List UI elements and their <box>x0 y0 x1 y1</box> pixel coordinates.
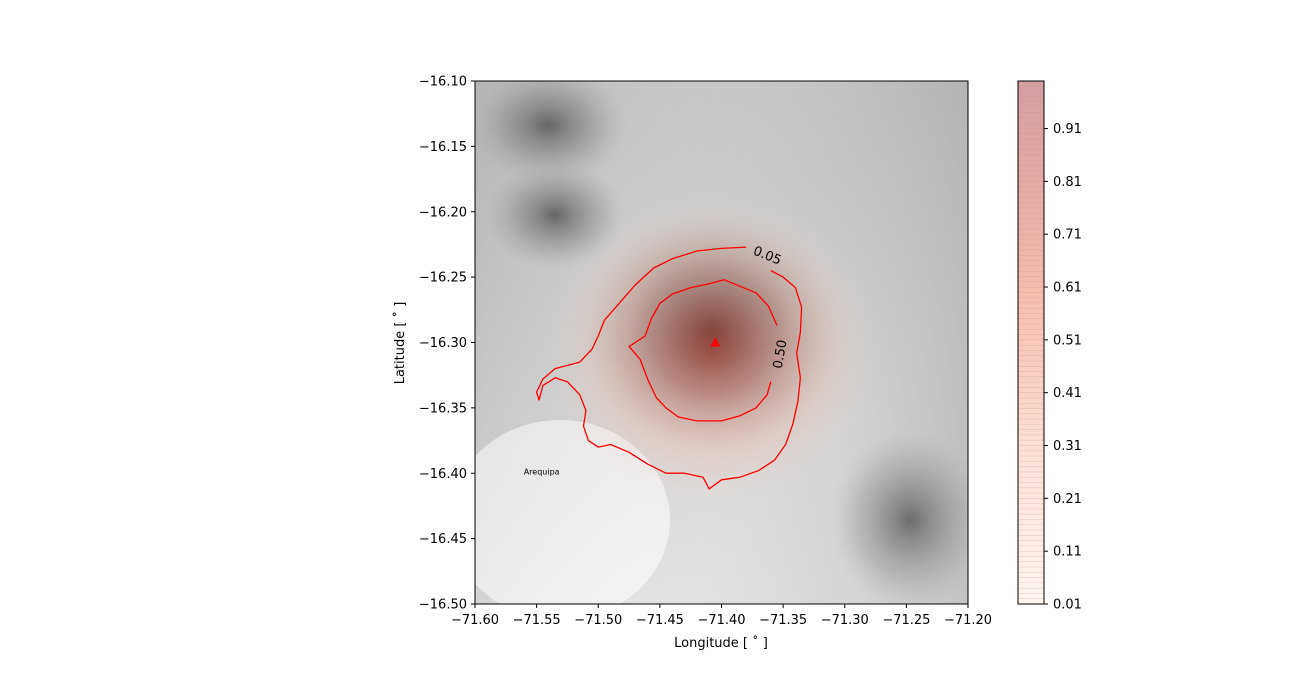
x-tick-label: −71.50 <box>574 613 622 628</box>
place-label: Arequipa <box>524 467 560 476</box>
x-tick-label: −71.60 <box>451 613 499 628</box>
colorbar-tick-label: 0.81 <box>1053 175 1082 190</box>
probability-field <box>542 190 882 510</box>
colorbar-tick-label: 0.41 <box>1053 386 1082 401</box>
annotations: Arequipa <box>524 467 560 476</box>
colorbar-tick-label: 0.01 <box>1053 598 1082 613</box>
colorbar: 0.01 0.11 0.21 0.31 0.41 0.51 0.61 0.71 0.81 0.91 <box>1017 80 1082 613</box>
x-tick-label: −71.45 <box>636 613 684 628</box>
x-tick-label: −71.25 <box>882 613 930 628</box>
vent-triangle <box>710 337 721 347</box>
colorbar-ticks: 0.01 0.11 0.21 0.31 0.41 0.51 0.61 0.71 0.81 0.91 <box>1044 122 1082 613</box>
y-tick-label: −16.45 <box>419 532 467 547</box>
contour-0.05 <box>535 246 803 490</box>
y-tick-label: −16.35 <box>419 401 467 416</box>
y-tick-label: −16.25 <box>419 271 467 286</box>
contour-lines <box>535 246 803 490</box>
colorbar-frame <box>1017 80 1045 605</box>
colorbar-tick-label: 0.61 <box>1053 281 1082 296</box>
colorbar-fill <box>1018 81 1044 604</box>
colorbar-tick-label: 0.11 <box>1053 545 1082 560</box>
colorbar-tick-label: 0.51 <box>1053 333 1082 348</box>
vent-marker <box>710 337 721 347</box>
y-tick-label: −16.10 <box>419 75 467 90</box>
y-axis-label: Latitude [ ˚ ] <box>392 302 408 385</box>
y-tick-label: −16.40 <box>419 467 467 482</box>
y-axis-ticks: −16.10 −16.15 −16.20 −16.25 −16.30 −16.35 −16.… <box>419 75 475 613</box>
x-tick-label: −71.30 <box>821 613 869 628</box>
y-tick-label: −16.30 <box>419 336 467 351</box>
contour-0.50 <box>628 279 778 422</box>
y-tick-label: −16.20 <box>419 205 467 220</box>
colorbar-tick-label: 0.21 <box>1053 492 1082 507</box>
contour-label: 0.50 <box>771 339 791 370</box>
colorbar-tick-label: 0.91 <box>1053 122 1082 137</box>
x-tick-label: −71.55 <box>513 613 561 628</box>
y-tick-label: −16.50 <box>419 598 467 613</box>
x-axis-ticks: −71.60 −71.55 −71.50 −71.45 −71.40 −71.35 −71.… <box>451 604 992 628</box>
colorbar-tick-label: 0.31 <box>1053 439 1082 454</box>
y-tick-label: −16.15 <box>419 140 467 155</box>
x-tick-label: −71.20 <box>944 613 992 628</box>
x-tick-label: −71.35 <box>759 613 807 628</box>
colorbar-tick-label: 0.71 <box>1053 228 1082 243</box>
x-tick-label: −71.40 <box>697 613 745 628</box>
x-axis-label: Longitude [ ˚ ] <box>674 635 768 651</box>
